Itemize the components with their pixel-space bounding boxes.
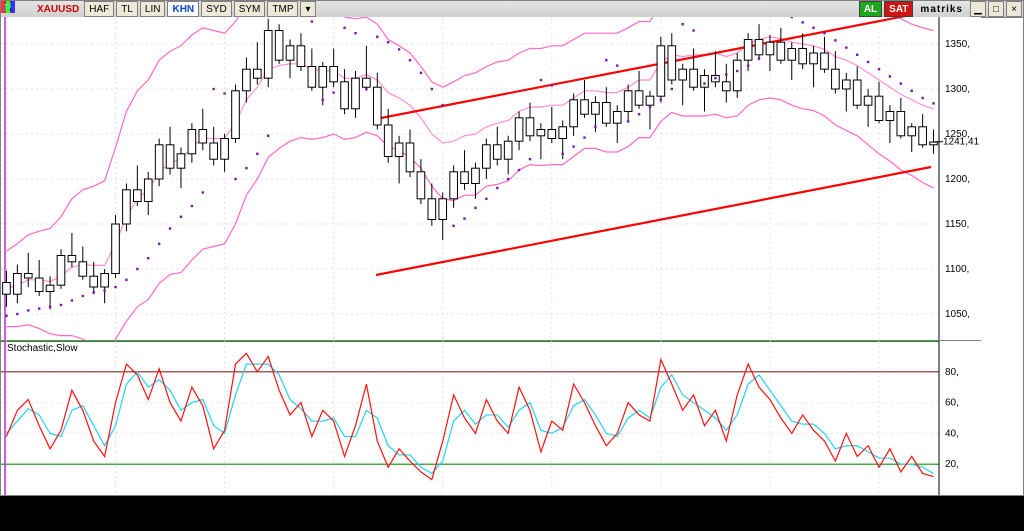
badge-al: AL bbox=[859, 1, 882, 17]
dropdown-button[interactable]: ▾ bbox=[300, 1, 315, 17]
svg-text:1050,: 1050, bbox=[945, 309, 970, 320]
chart-window: XAUUSD HAFTLLINKHNSYDSYMTMP ▾ ALSAT matr… bbox=[0, 0, 1024, 496]
svg-text:40,: 40, bbox=[945, 428, 959, 439]
stochastic-label: Stochastic,Slow bbox=[7, 343, 78, 354]
svg-text:80,: 80, bbox=[945, 367, 959, 378]
period-button-sym[interactable]: SYM bbox=[234, 1, 266, 17]
svg-text:20,: 20, bbox=[945, 459, 959, 470]
period-button-lin[interactable]: LIN bbox=[140, 1, 166, 17]
svg-text:60,: 60, bbox=[945, 398, 959, 409]
svg-text:1300,: 1300, bbox=[945, 84, 970, 95]
period-button-tmp[interactable]: TMP bbox=[267, 1, 298, 17]
period-button-syd[interactable]: SYD bbox=[201, 1, 232, 17]
svg-text:1200,: 1200, bbox=[945, 174, 970, 185]
svg-text:1241,41: 1241,41 bbox=[943, 137, 980, 148]
svg-text:1100,: 1100, bbox=[945, 264, 969, 275]
brand-label: matriks bbox=[914, 4, 969, 15]
flag-icon bbox=[18, 2, 32, 16]
symbol-label: XAUUSD bbox=[33, 4, 83, 15]
maximize-button[interactable]: □ bbox=[988, 1, 1004, 17]
svg-text:1350,: 1350, bbox=[945, 39, 970, 50]
svg-text:1150,: 1150, bbox=[945, 219, 969, 230]
palette-icon[interactable] bbox=[843, 2, 857, 16]
minimize-button[interactable]: ▁ bbox=[970, 1, 986, 17]
stochastic-chart[interactable]: Stochastic,Slow 20, 40, 60, 80, bbox=[1, 341, 1023, 495]
bird-icon[interactable] bbox=[318, 2, 332, 16]
price-chart[interactable]: 1050,1100,1150,1200,1250,1300,1350,1241,… bbox=[1, 17, 1023, 341]
period-button-haf[interactable]: HAF bbox=[84, 1, 114, 17]
toolbar: XAUUSD HAFTLLINKHNSYDSYMTMP ▾ ALSAT matr… bbox=[1, 1, 1023, 18]
close-button[interactable]: × bbox=[1006, 1, 1022, 17]
period-button-tl[interactable]: TL bbox=[116, 1, 138, 17]
period-button-khn[interactable]: KHN bbox=[167, 1, 199, 17]
badge-sat: SAT bbox=[884, 1, 913, 17]
